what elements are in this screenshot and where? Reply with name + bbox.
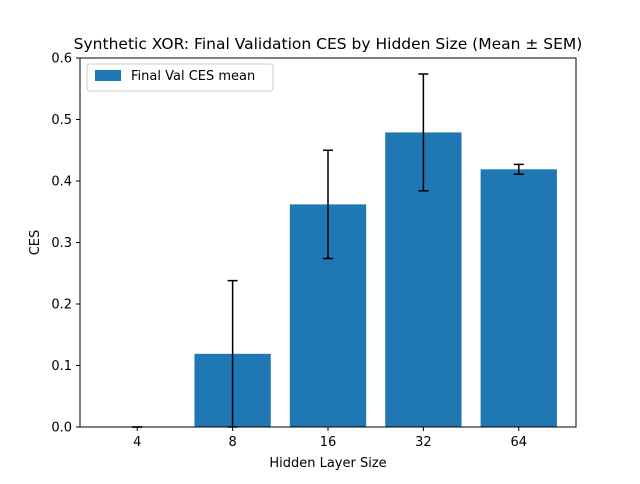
x-tick-label: 32 <box>415 435 432 450</box>
y-tick-label: 0.3 <box>51 236 72 251</box>
y-axis: 0.0 0.1 0.2 0.3 0.4 0.5 0.6 <box>51 52 80 436</box>
y-axis-label: CES <box>28 230 43 256</box>
error-bars-group <box>132 73 524 428</box>
legend-label: Final Val CES mean <box>131 69 255 84</box>
y-tick-label: 0.1 <box>51 359 72 374</box>
legend-box <box>86 63 274 92</box>
legend: Final Val CES mean <box>86 63 274 92</box>
x-tick-label: 8 <box>228 435 236 450</box>
bar-64 <box>480 169 557 427</box>
y-tick-label: 0.4 <box>51 175 72 190</box>
x-axis-label: Hidden Layer Size <box>269 456 386 471</box>
error-bar-16 <box>323 149 333 260</box>
x-tick-label: 64 <box>510 435 527 450</box>
legend-swatch <box>95 70 121 81</box>
plot-frame <box>79 57 577 428</box>
y-tick-label: 0.0 <box>51 421 72 436</box>
x-tick-label: 4 <box>133 435 141 450</box>
y-tick-label: 0.5 <box>51 113 72 128</box>
x-axis: 4 8 16 32 64 <box>133 427 527 450</box>
y-tick-label: 0.6 <box>51 52 72 67</box>
error-bar-64 <box>513 163 524 175</box>
x-tick-label: 16 <box>320 435 337 450</box>
error-bar-32 <box>418 73 429 192</box>
chart-title: Synthetic XOR: Final Validation CES by H… <box>74 35 583 53</box>
y-tick-label: 0.2 <box>51 298 72 313</box>
